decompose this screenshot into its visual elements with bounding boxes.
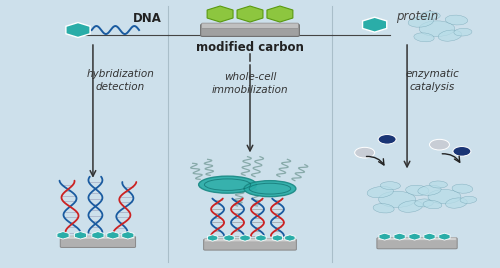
FancyBboxPatch shape [377,238,457,249]
Polygon shape [224,235,234,241]
Ellipse shape [421,12,440,19]
Ellipse shape [419,21,455,36]
Ellipse shape [378,191,416,207]
Ellipse shape [406,185,429,195]
Polygon shape [207,6,233,22]
Ellipse shape [414,199,434,207]
Polygon shape [107,232,119,239]
Polygon shape [284,235,295,241]
Ellipse shape [428,189,461,204]
Circle shape [453,147,471,156]
Polygon shape [57,232,69,239]
Polygon shape [92,232,104,239]
Circle shape [430,139,450,150]
Polygon shape [122,232,134,239]
Ellipse shape [454,28,472,36]
Polygon shape [237,6,263,22]
Circle shape [354,147,374,158]
FancyBboxPatch shape [62,236,134,239]
FancyBboxPatch shape [204,239,296,250]
Polygon shape [424,233,435,240]
Polygon shape [394,233,405,240]
Ellipse shape [452,184,473,193]
Ellipse shape [408,16,434,27]
Polygon shape [439,233,450,240]
Text: enzymatic
catalysis: enzymatic catalysis [405,69,459,92]
Polygon shape [74,232,86,239]
Polygon shape [272,235,282,241]
FancyBboxPatch shape [200,24,300,36]
Ellipse shape [367,187,394,198]
Ellipse shape [430,181,448,188]
Ellipse shape [380,182,400,190]
Ellipse shape [445,15,468,25]
Circle shape [378,135,396,144]
FancyBboxPatch shape [378,237,456,240]
FancyBboxPatch shape [202,23,298,28]
Text: modified carbon: modified carbon [196,41,304,54]
Ellipse shape [244,181,296,197]
Text: hybridization
detection: hybridization detection [86,69,154,92]
Polygon shape [256,235,266,241]
FancyBboxPatch shape [60,237,136,247]
Ellipse shape [418,185,441,195]
Polygon shape [66,23,90,38]
Ellipse shape [460,196,476,203]
Polygon shape [208,235,218,241]
Text: whole-cell
immobilization: whole-cell immobilization [212,72,288,95]
Text: protein: protein [396,10,438,23]
Ellipse shape [423,200,442,209]
Polygon shape [267,6,293,22]
FancyBboxPatch shape [204,239,296,242]
Polygon shape [362,17,386,32]
Polygon shape [240,235,250,241]
Polygon shape [409,233,420,240]
Polygon shape [379,233,390,240]
Ellipse shape [414,33,434,42]
Ellipse shape [446,198,467,208]
Text: DNA: DNA [134,12,162,25]
Ellipse shape [198,176,256,193]
Ellipse shape [438,30,462,41]
Ellipse shape [398,201,422,212]
Ellipse shape [373,204,394,213]
